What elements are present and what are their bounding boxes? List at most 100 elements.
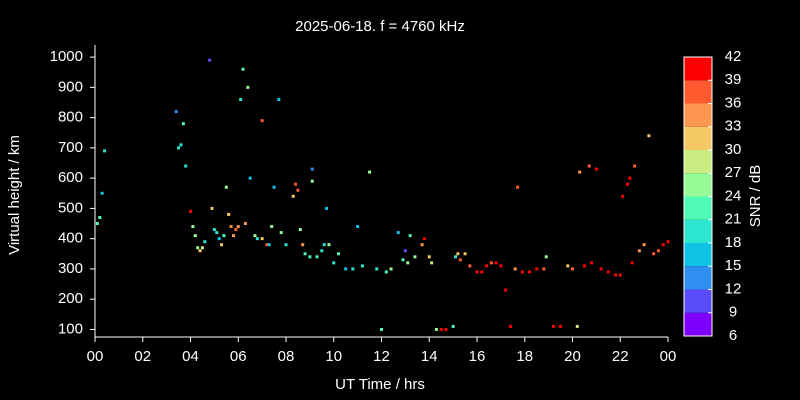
point — [337, 252, 341, 256]
point — [239, 97, 243, 101]
y-tick-label: 300 — [58, 260, 83, 277]
point — [277, 97, 281, 101]
point — [535, 267, 539, 271]
y-tick-label: 500 — [58, 199, 83, 216]
point — [196, 246, 200, 250]
point — [270, 225, 274, 229]
point — [248, 176, 252, 180]
colorbar-tick-label: 15 — [725, 257, 742, 274]
point — [454, 255, 458, 259]
point — [551, 324, 555, 328]
y-tick-label: 100 — [58, 320, 83, 337]
colorbar-tick-label: 18 — [725, 234, 742, 251]
point — [229, 225, 233, 229]
colorbar-tick-label: 36 — [725, 94, 742, 111]
colorbar-tick-label: 21 — [725, 211, 742, 228]
point — [499, 264, 503, 268]
colorbar-band — [684, 312, 712, 336]
point — [320, 249, 324, 253]
point — [198, 249, 202, 253]
point — [566, 264, 570, 268]
point — [513, 267, 517, 271]
colorbar-band — [684, 196, 712, 220]
point — [246, 85, 250, 89]
point — [267, 243, 271, 247]
point — [420, 243, 424, 247]
point — [193, 234, 197, 238]
colorbar-band — [684, 57, 712, 81]
y-tick-label: 700 — [58, 139, 83, 156]
point — [463, 252, 467, 256]
point — [516, 185, 520, 189]
colorbar-tick-label: 24 — [725, 187, 742, 204]
x-tick-label: 08 — [278, 348, 295, 365]
point — [542, 267, 546, 271]
colorbar-band — [684, 266, 712, 290]
point — [468, 264, 472, 268]
point — [661, 243, 665, 247]
point — [208, 58, 212, 62]
point — [656, 249, 660, 253]
point — [322, 243, 326, 247]
x-tick-label: 10 — [325, 348, 342, 365]
point — [520, 270, 524, 274]
colorbar-band — [684, 150, 712, 174]
point — [236, 225, 240, 229]
point — [528, 270, 532, 274]
chart-title: 2025-06-18. f = 4760 kHz — [295, 18, 465, 35]
x-tick-label: 00 — [660, 348, 677, 365]
point — [325, 206, 329, 210]
point — [613, 273, 617, 277]
x-tick-label: 04 — [182, 348, 199, 365]
colorbar-label: SNR / dB — [747, 165, 764, 228]
point — [618, 273, 622, 277]
x-tick-label: 14 — [421, 348, 438, 365]
point — [224, 185, 228, 189]
x-tick-label: 18 — [516, 348, 533, 365]
point — [401, 258, 405, 262]
point — [422, 237, 426, 241]
point — [327, 243, 331, 247]
x-tick-label: 02 — [134, 348, 151, 365]
point — [234, 228, 238, 232]
point — [375, 267, 379, 271]
point — [260, 237, 264, 241]
colorbar-tick-label: 30 — [725, 141, 742, 158]
point — [291, 194, 295, 198]
point — [95, 222, 99, 226]
point — [315, 255, 319, 259]
point — [480, 270, 484, 274]
point — [408, 234, 412, 238]
point — [217, 237, 221, 241]
y-tick-label: 400 — [58, 230, 83, 247]
point — [255, 237, 259, 241]
point — [227, 212, 231, 216]
x-tick-label: 20 — [564, 348, 581, 365]
point — [544, 255, 548, 259]
point — [406, 261, 410, 265]
point — [368, 170, 372, 174]
point — [494, 261, 498, 265]
point — [103, 149, 107, 153]
point — [303, 252, 307, 256]
point — [427, 255, 431, 259]
x-tick-label: 16 — [469, 348, 486, 365]
point — [212, 228, 216, 232]
x-tick-label: 22 — [612, 348, 629, 365]
point — [508, 324, 512, 328]
y-tick-label: 800 — [58, 109, 83, 126]
y-tick-label: 900 — [58, 78, 83, 95]
x-tick-label: 12 — [373, 348, 390, 365]
point — [231, 234, 235, 238]
point — [485, 264, 489, 268]
point — [647, 134, 651, 138]
point — [625, 182, 629, 186]
point — [571, 267, 574, 271]
colorbar-tick-label: 12 — [725, 280, 742, 297]
point — [332, 261, 336, 265]
point — [652, 252, 656, 256]
point — [434, 327, 438, 331]
point — [210, 206, 214, 210]
colorbar-band — [684, 126, 712, 150]
y-tick-label: 200 — [58, 290, 83, 307]
